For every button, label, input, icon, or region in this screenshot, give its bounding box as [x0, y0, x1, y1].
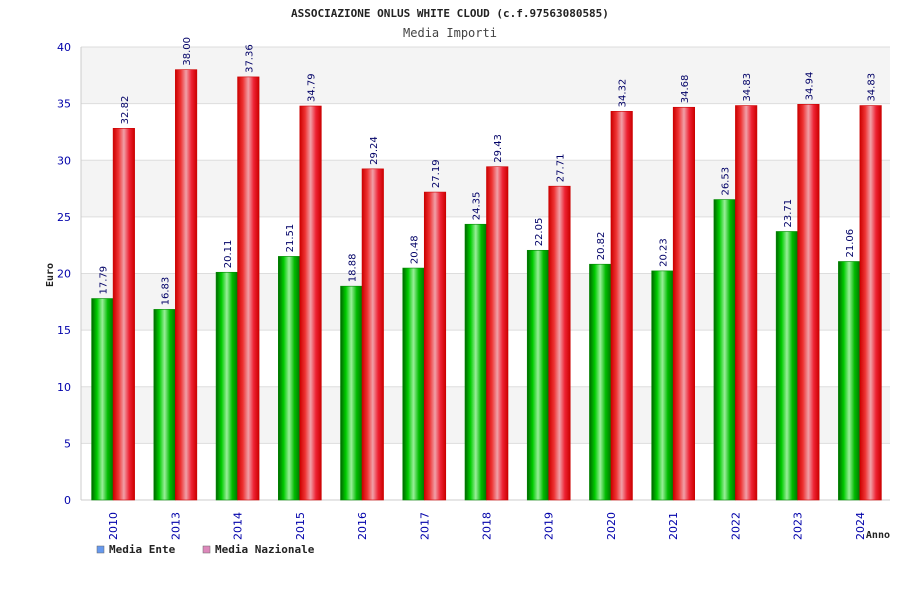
data-label-media-nazionale-2016: 29.24 — [369, 136, 380, 165]
plot-band — [81, 160, 890, 217]
y-axis-ticks: 0 5 10 15 20 25 30 35 40 — [57, 41, 71, 507]
bar-media-nazionale-2022 — [735, 105, 758, 501]
x-axis-ticks: 2010 2013 2014 2015 2016 2017 2018 2019 2020 2021… — [107, 512, 867, 540]
y-tick-label: 5 — [64, 437, 71, 450]
x-tick-label: 2016 — [356, 512, 369, 540]
x-tick-label: 2010 — [107, 512, 120, 540]
bar-media-nazionale-2019 — [548, 185, 571, 501]
data-label-media-nazionale-2010: 32.82 — [120, 96, 131, 125]
bar-media-ente-2023 — [775, 231, 798, 501]
data-label-media-ente-2023: 23.71 — [783, 199, 794, 228]
x-tick-label: 2013 — [169, 512, 182, 540]
data-label-media-ente-2017: 20.48 — [410, 235, 421, 264]
data-label-media-ente-2015: 21.51 — [285, 224, 296, 253]
legend-label: Media Ente — [109, 543, 176, 556]
x-tick-label: 2014 — [232, 512, 245, 540]
data-label-media-nazionale-2024: 34.83 — [867, 73, 878, 102]
bar-media-nazionale-2018 — [486, 166, 509, 501]
data-label-media-nazionale-2022: 34.83 — [742, 73, 753, 102]
data-label-media-nazionale-2015: 34.79 — [307, 73, 318, 102]
x-tick-label: 2022 — [729, 512, 742, 540]
bar-media-ente-2016 — [340, 285, 363, 501]
data-label-media-nazionale-2023: 34.94 — [804, 72, 815, 101]
data-label-media-ente-2010: 17.79 — [98, 266, 109, 295]
data-label-media-ente-2019: 22.05 — [534, 218, 545, 247]
y-tick-label: 10 — [57, 381, 71, 394]
bar-media-ente-2017 — [402, 267, 425, 501]
data-label-media-nazionale-2014: 37.36 — [244, 44, 255, 73]
data-label-media-ente-2018: 24.35 — [472, 192, 483, 221]
x-tick-label: 2024 — [854, 512, 867, 540]
data-label-media-nazionale-2013: 38.00 — [182, 37, 193, 66]
bar-media-ente-2021 — [651, 270, 674, 501]
y-tick-label: 25 — [57, 211, 71, 224]
data-label-media-nazionale-2020: 34.32 — [618, 79, 629, 108]
bar-media-ente-2019 — [526, 249, 550, 501]
legend-swatch — [202, 545, 211, 554]
bar-media-ente-2010 — [91, 298, 114, 501]
legend-media-nazionale: Media Nazionale — [202, 543, 315, 556]
bar-media-nazionale-2023 — [797, 104, 820, 501]
bar-media-nazionale-2021 — [672, 106, 695, 501]
y-tick-label: 30 — [57, 154, 71, 167]
plot-band — [81, 47, 890, 104]
bar-media-nazionale-2016 — [361, 168, 384, 501]
bar-media-ente-2018 — [464, 223, 487, 501]
data-label-media-ente-2024: 21.06 — [845, 229, 856, 258]
x-tick-label: 2023 — [792, 512, 805, 540]
x-tick-label: 2018 — [481, 512, 494, 540]
y-tick-label: 35 — [57, 98, 71, 111]
bar-media-nazionale-2013 — [175, 69, 198, 501]
value-labels-group: 17.79 32.82 16.83 38.00 20.11 37.36 21.51 34.79… — [98, 37, 877, 305]
plot-band — [81, 103, 890, 161]
legend-swatch — [96, 545, 105, 554]
bar-media-ente-2015 — [278, 256, 301, 501]
legend-media-ente: Media Ente — [96, 543, 176, 556]
bar-media-ente-2022 — [713, 199, 736, 501]
data-label-media-nazionale-2018: 29.43 — [493, 134, 504, 163]
bar-media-nazionale-2020 — [610, 111, 633, 501]
legend: Media Ente Media Nazionale — [96, 543, 315, 556]
data-label-media-nazionale-2019: 27.71 — [555, 154, 566, 183]
data-label-media-ente-2020: 20.82 — [596, 232, 607, 261]
x-tick-label: 2017 — [418, 512, 431, 540]
y-tick-label: 0 — [64, 494, 71, 507]
x-tick-label: 2015 — [294, 512, 307, 540]
bar-media-nazionale-2017 — [423, 191, 447, 501]
bar-media-ente-2014 — [215, 271, 238, 501]
x-tick-label: 2021 — [667, 512, 680, 540]
chart-title: ASSOCIAZIONE ONLUS WHITE CLOUD (c.f.9756… — [291, 7, 609, 20]
y-tick-label: 15 — [57, 324, 71, 337]
bar-media-nazionale-2010 — [112, 128, 135, 501]
data-label-media-ente-2022: 26.53 — [721, 167, 732, 196]
data-label-media-ente-2014: 20.11 — [223, 240, 234, 269]
y-tick-label: 40 — [57, 41, 71, 54]
bar-media-ente-2020 — [589, 263, 612, 501]
chart-subtitle: Media Importi — [403, 26, 497, 40]
x-tick-label: 2020 — [605, 512, 618, 540]
data-label-media-nazionale-2021: 34.68 — [680, 75, 691, 104]
y-axis-label: Euro — [45, 263, 56, 287]
legend-label: Media Nazionale — [215, 543, 315, 556]
bars-group — [91, 69, 882, 501]
bar-media-nazionale-2015 — [299, 105, 322, 501]
data-label-media-nazionale-2017: 27.19 — [431, 159, 442, 188]
bar-media-nazionale-2014 — [237, 76, 260, 501]
bar-media-ente-2024 — [838, 261, 861, 501]
data-label-media-ente-2013: 16.83 — [161, 277, 172, 306]
x-axis-label: Anno — [866, 530, 890, 541]
x-tick-label: 2019 — [543, 512, 556, 540]
data-label-media-ente-2016: 18.88 — [347, 254, 358, 283]
bar-media-ente-2013 — [153, 309, 176, 501]
bar-media-nazionale-2024 — [859, 105, 882, 501]
y-tick-label: 20 — [57, 268, 71, 281]
data-label-media-ente-2021: 20.23 — [658, 238, 669, 267]
